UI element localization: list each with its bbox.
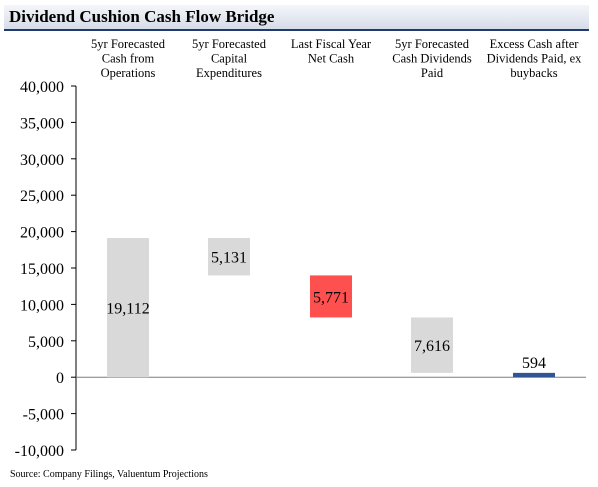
data-label: 594 <box>522 355 546 372</box>
data-label: 5,771 <box>313 289 349 306</box>
chart-title: Dividend Cushion Cash Flow Bridge <box>9 7 275 26</box>
y-tick-label: 0 <box>56 370 64 387</box>
category-label: Paid <box>421 66 444 80</box>
category-label: Dividends Paid, ex <box>487 52 583 66</box>
category-label: 5yr Forecasted <box>192 37 267 51</box>
category-label: Excess Cash after <box>490 37 580 51</box>
category-label: Cash Dividends <box>392 52 472 66</box>
data-label: 5,131 <box>211 250 247 267</box>
data-label: 19,112 <box>106 301 149 318</box>
category-label: 5yr Forecasted <box>395 37 470 51</box>
bar <box>107 238 149 378</box>
category-label: 5yr Forecasted <box>91 37 166 51</box>
bar <box>208 238 250 276</box>
bar <box>411 317 453 373</box>
source-note: Source: Company Filings, Valuentum Proje… <box>10 469 208 480</box>
category-label: Expenditures <box>196 66 262 80</box>
bar <box>310 275 352 318</box>
y-tick-label: 20,000 <box>20 225 64 242</box>
category-label: Operations <box>101 66 156 80</box>
y-tick-label: -5,000 <box>23 407 64 424</box>
category-label: Net Cash <box>308 52 355 66</box>
y-tick-label: 5,000 <box>28 334 64 351</box>
chart-title-bar: Dividend Cushion Cash Flow Bridge <box>4 5 589 31</box>
data-label: 7,616 <box>414 338 450 355</box>
y-tick-label: 15,000 <box>20 261 64 278</box>
y-tick-label: 10,000 <box>20 297 64 314</box>
y-tick-label: -10,000 <box>15 443 64 460</box>
y-tick-label: 40,000 <box>20 79 64 96</box>
category-label: Cash from <box>102 52 155 66</box>
category-label: Last Fiscal Year <box>291 37 372 51</box>
y-tick-label: 30,000 <box>20 152 64 169</box>
category-label: Capital <box>211 52 248 66</box>
category-label: buybacks <box>510 66 557 80</box>
bar <box>513 372 555 378</box>
y-tick-label: 35,000 <box>20 115 64 132</box>
y-tick-label: 25,000 <box>20 188 64 205</box>
